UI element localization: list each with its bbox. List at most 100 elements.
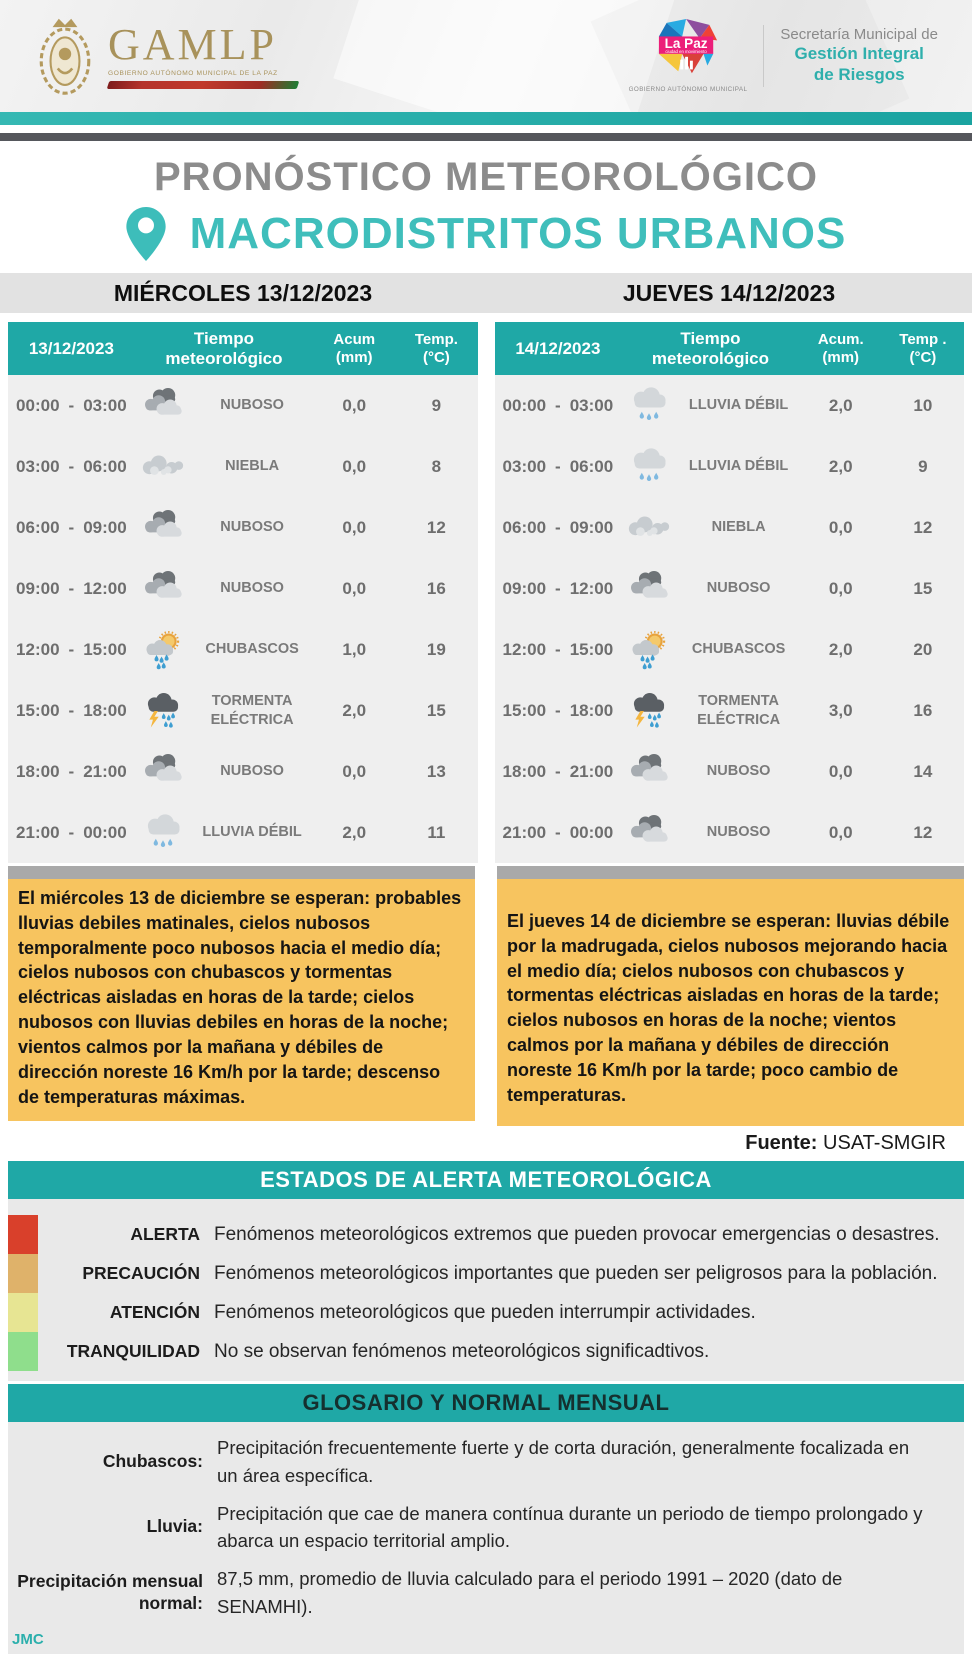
dark-divider-band [0,133,972,141]
forecast-row: 21:00-00:00 LLUVIA DÉBIL 2,0 11 [8,802,478,863]
temp-value: 12 [913,517,933,537]
temp-value: 16 [426,578,446,598]
forecast-row: 18:00-21:00 NUBOSO 0,0 13 [8,741,478,802]
alert-description: No se observan fenómenos meteorológicos … [214,1340,710,1362]
summary-thursday: El jueves 14 de diciembre se esperan: ll… [497,879,964,1126]
temp-value: 12 [426,517,446,537]
day-headers: MIÉRCOLES 13/12/2023 JUEVES 14/12/2023 [0,273,972,313]
temp-value: 8 [431,456,442,476]
time-range: 06:00-09:00 [502,517,614,537]
lluvia-debil-icon [621,386,677,426]
time-range: 09:00-12:00 [16,578,127,598]
weather-condition: NUBOSO [220,397,284,414]
glossary-term: Precipitación mensual normal: [17,1570,203,1613]
forecast-row: 06:00-09:00 NUBOSO 0,0 12 [8,497,478,558]
temp-value: 14 [913,761,933,781]
secretaria-title: Secretaría Municipal de Gestión Integral… [780,26,938,86]
alert-level-label: PRECAUCIÓN [82,1263,200,1283]
lluvia-debil-icon [135,813,191,853]
acum-value: 2,0 [828,456,853,476]
acum-value: 0,0 [828,761,853,781]
weather-condition: LLUVIA DÉBIL [688,397,789,414]
forecast-row: 06:00-09:00 NIEBLA 0,0 12 [495,497,965,558]
column-acum: Acum (mm) [333,331,376,366]
gamlp-wordmark: GAMLP GOBIERNO AUTÓNOMO MUNICIPAL DE LA … [106,23,300,89]
temp-value: 19 [426,639,446,659]
glossary-section: Chubascos: Precipitación frecuentemente … [8,1422,964,1654]
acum-value: 0,0 [342,578,367,598]
acum-value: 2,0 [342,822,367,842]
nuboso-icon [621,813,677,853]
acum-value: 0,0 [828,517,853,537]
weather-condition: NIEBLA [225,458,280,475]
glossary-definition: Precipitación que cae de manera contínua… [217,1502,923,1552]
column-date: 14/12/2023 [515,338,601,358]
temp-value: 20 [913,639,933,659]
time-range: 00:00-03:00 [502,395,614,415]
forecast-row: 09:00-12:00 NUBOSO 0,0 15 [495,558,965,619]
weather-condition: LLUVIA DÉBIL [202,824,302,841]
glossary-row: Precipitación mensual normal: 87,5 mm, p… [8,1565,964,1621]
time-range: 03:00-06:00 [16,456,127,476]
forecast-table-wednesday: 13/12/2023 Tiempo meteorológico Acum (mm)… [8,322,478,863]
temp-value: 11 [427,822,446,842]
secretaria-line2: Gestión Integral [794,44,924,64]
time-range: 09:00-12:00 [502,578,614,598]
acum-value: 3,0 [828,700,853,720]
weather-condition: NUBOSO [706,763,771,780]
alert-level-label: ATENCIÓN [109,1302,200,1322]
source-label: Fuente: [745,1132,818,1154]
glossary-row: Chubascos: Precipitación frecuentemente … [8,1434,964,1490]
forecast-row: 21:00-00:00 NUBOSO 0,0 12 [495,802,965,863]
weather-condition: NUBOSO [220,763,284,780]
source-line: Fuente: USAT-SMGIR [0,1132,972,1158]
column-temp: Temp. (°C) [414,331,458,366]
alert-level-label: TRANQUILIDAD [66,1341,200,1361]
alert-row: PRECAUCIÓN Fenómenos meteorológicos impo… [8,1254,964,1293]
column-acum: Acum. (mm) [817,331,864,366]
alert-row: ATENCIÓN Fenómenos meteorológicos que pu… [8,1293,964,1332]
time-range: 12:00-15:00 [16,639,127,659]
nuboso-icon [135,569,191,609]
acum-value: 0,0 [342,517,367,537]
gamlp-logo: GAMLP GOBIERNO AUTÓNOMO MUNICIPAL DE LA … [34,14,300,98]
secretaria-line1: Secretaría Municipal de [780,26,938,44]
acum-value: 0,0 [342,456,367,476]
lapaz-logo-icon: La Paz ciudad en movimiento [658,19,718,74]
alerts-section: ALERTA Fenómenos meteorológicos extremos… [8,1199,964,1381]
gamlp-ribbon [106,81,300,89]
forecast-row: 00:00-03:00 LLUVIA DÉBIL 2,0 10 [495,375,965,436]
acum-value: 0,0 [342,761,367,781]
summary-wednesday: El miércoles 13 de diciembre se esperan:… [8,879,475,1122]
temp-value: 12 [913,822,933,842]
forecast-row: 12:00-15:00 CHUBASCOS 2,0 20 [495,619,965,680]
alerts-header: ESTADOS DE ALERTA METEOROLÓGICA [8,1161,964,1199]
lapaz-logo: La Paz ciudad en movimiento GOBIERNO AUT… [629,19,748,93]
forecast-row: 09:00-12:00 NUBOSO 0,0 16 [8,558,478,619]
page-subtitle: MACRODISTRITOS URBANOS [189,209,847,258]
glossary-header: GLOSARIO Y NORMAL MENSUAL [8,1384,964,1422]
weather-condition: NUBOSO [220,580,284,597]
table-header: 13/12/2023 Tiempo meteorológico Acum (mm)… [8,322,478,375]
chubascos-icon [621,630,677,670]
gamlp-caption: GOBIERNO AUTÓNOMO MUNICIPAL DE LA PAZ [108,70,278,77]
glossary-term: Chubascos: [102,1450,203,1471]
teal-divider-band [0,112,972,125]
footer-initials: JMC [12,1630,44,1648]
forecast-row: 03:00-06:00 NIEBLA 0,0 8 [8,436,478,497]
niebla-icon [135,447,191,487]
source-value: USAT-SMGIR [823,1132,946,1154]
weather-condition: NUBOSO [706,824,771,841]
glossary-definition: Precipitación frecuentemente fuerte y de… [217,1437,910,1486]
gamlp-crest-icon [39,18,91,95]
glossary-row: Lluvia: Precipitación que cae de manera … [8,1500,964,1556]
forecast-table-thursday: 14/12/2023 Tiempo meteorológico Acum. (mm… [494,322,965,863]
temp-value: 13 [426,761,446,781]
time-range: 18:00-21:00 [502,761,614,781]
nuboso-icon [135,752,191,792]
weather-condition: NIEBLA [711,519,766,536]
nuboso-icon [621,752,677,792]
time-range: 21:00-00:00 [16,822,127,842]
acum-value: 2,0 [342,700,367,720]
weather-condition: NUBOSO [220,519,284,536]
